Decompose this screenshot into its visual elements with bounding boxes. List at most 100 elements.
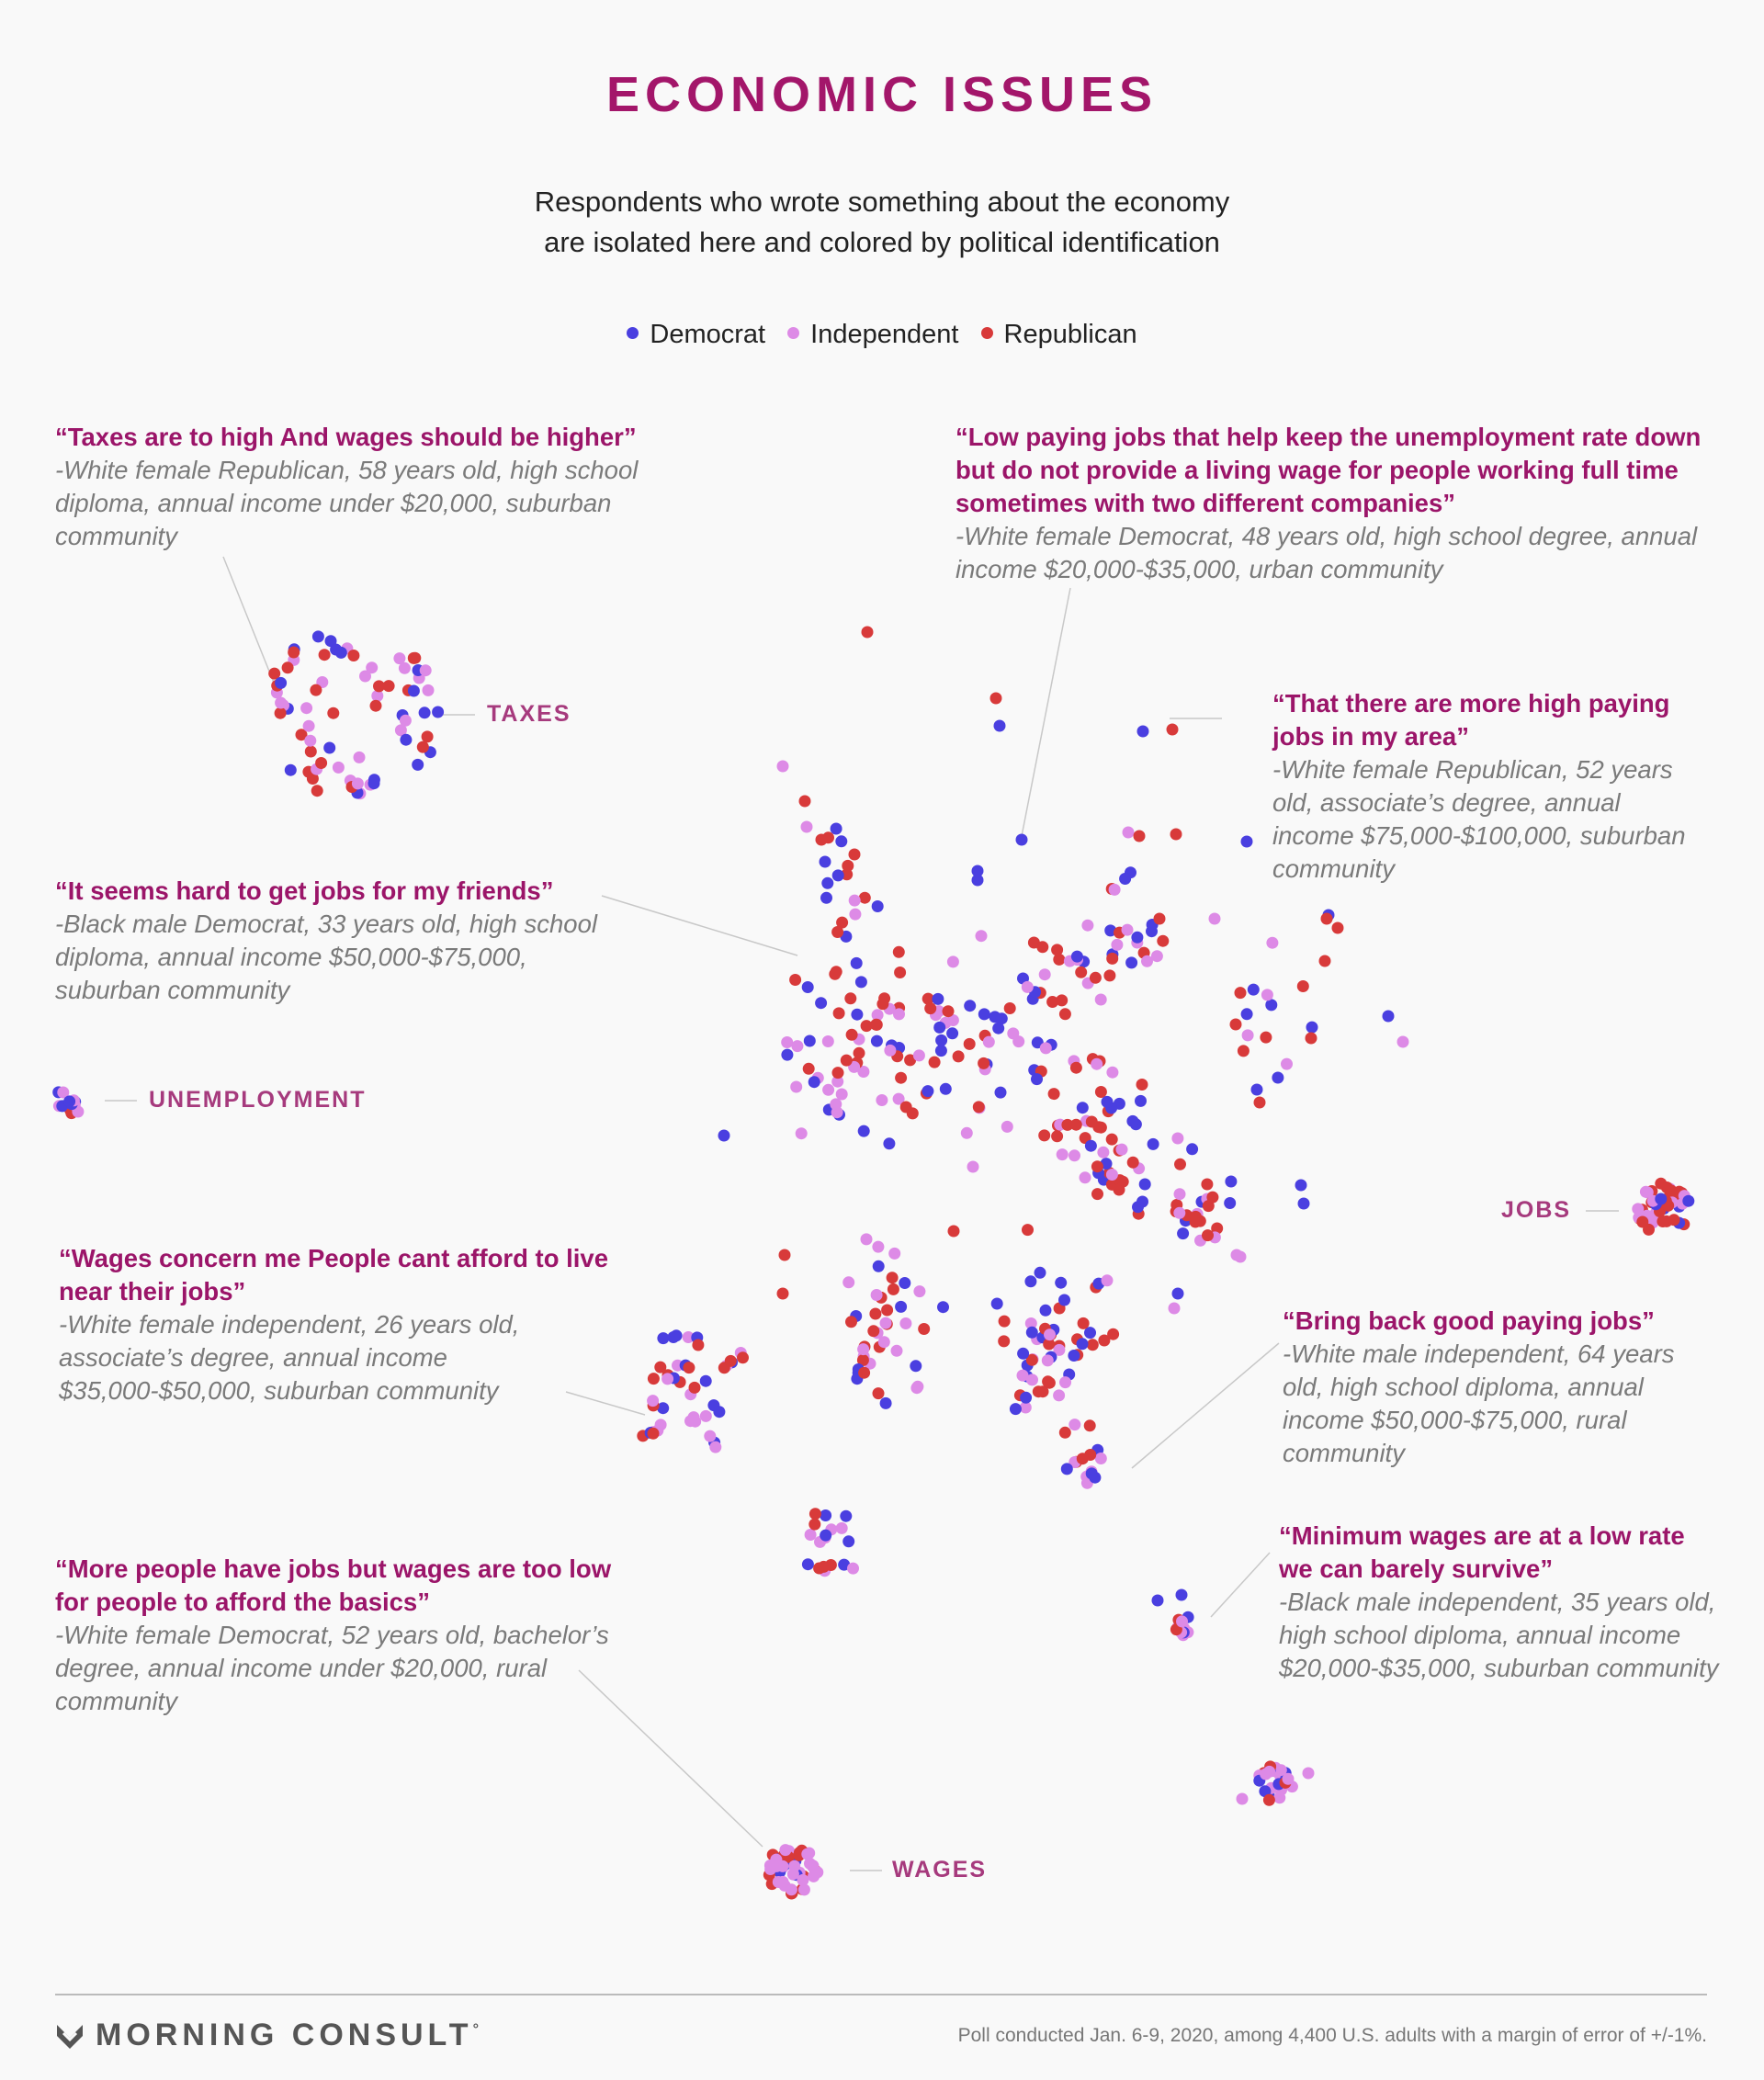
scatter-point-independent [654,1419,667,1431]
scatter-point-democrat [412,758,424,771]
scatter-point-independent [359,670,371,683]
quote-attribution: -White male independent, 64 years old, h… [1283,1340,1675,1467]
scatter-point-republican [858,891,871,904]
scatter-point-republican [281,661,294,674]
scatter-point-independent [870,1289,883,1301]
scatter-point-independent [1044,1328,1056,1341]
scatter-point-democrat [1265,999,1278,1012]
scatter-point-democrat [872,1260,885,1272]
scatter-point-democrat [718,1129,730,1142]
scatter-point-independent [1168,1302,1181,1315]
scatter-point-independent [398,661,411,674]
scatter-point-republican [1025,1353,1038,1366]
scatter-point-republican [1046,996,1059,1008]
scatter-point-republican [1157,934,1170,947]
scatter-point-republican [1320,912,1333,925]
scatter-point-republican [683,1362,695,1374]
scatter-point-independent [857,1066,870,1078]
cluster-label-jobs: JOBS [1501,1197,1572,1223]
scatter-point-democrat [1138,1178,1151,1191]
scatter-point-republican [906,1107,919,1120]
scatter-point-republican [1153,912,1166,925]
scatter-point-independent [1234,1250,1247,1263]
scatter-point-democrat [1682,1194,1695,1207]
scatter-point-independent [1302,1767,1315,1780]
scatter-point-democrat [1186,1143,1199,1156]
scatter-point-independent [884,1044,897,1057]
scatter-point-democrat [1224,1197,1237,1209]
scatter-point-republican [860,1020,873,1033]
scatter-point-independent [822,1083,835,1096]
scatter-point-republican [858,1366,871,1379]
scatter-point-democrat [899,1277,911,1289]
scatter-point-republican [1237,1045,1250,1057]
scatter-point-democrat [667,1331,680,1343]
scatter-point-independent [1016,1369,1029,1382]
scatter-point-republican [818,1560,830,1573]
scatter-point-democrat [1039,1304,1052,1317]
scatter-point-republican [1103,969,1116,982]
scatter-point-republican [808,1508,821,1520]
scatter-point-republican [989,692,1002,705]
leader-line-low-paying-quote [1021,587,1071,837]
legend-item-independent: Independent [787,320,958,350]
scatter-point-democrat [1017,1347,1030,1360]
scatter-point-independent [1176,1615,1188,1628]
scatter-point-independent [1171,1132,1184,1145]
scatter-point-republican [654,1361,667,1373]
scatter-point-republican [904,1054,917,1067]
scatter-point-republican [1260,1031,1272,1044]
scatter-point-democrat [820,1509,832,1521]
scatter-point-independent [1024,1317,1037,1329]
scatter-point-republican [972,1101,985,1113]
scatter-point-democrat [820,891,832,904]
scatter-point-democrat [1225,1175,1238,1188]
scatter-point-independent [1079,1171,1091,1184]
scatter-point-democrat [992,1022,1005,1034]
scatter-point-independent [797,1883,810,1896]
scatter-point-democrat [284,763,297,776]
scatter-point-republican [416,740,429,753]
scatter-point-democrat [879,1396,892,1409]
scatter-point-republican [1091,1160,1103,1173]
scatter-point-independent [781,1036,794,1048]
scatter-point-democrat [994,1086,1007,1099]
quote-attribution: -Black male Democrat, 33 years old, high… [55,910,597,1004]
scatter-point-democrat [895,1300,908,1313]
scatter-point-independent [982,1035,995,1048]
scatter-point-independent [879,1317,892,1329]
scatter-point-republican [1077,1317,1090,1329]
scatter-point-democrat [418,707,431,719]
scatter-point-independent [791,1040,804,1053]
scatter-point-republican [288,646,300,659]
scatter-point-republican [1166,723,1179,736]
scatter-point-republican [1668,1214,1680,1227]
leader-line-wages-concern-quote [565,1391,646,1416]
scatter-point-independent [682,1331,695,1343]
scatter-point-republican [1105,1133,1118,1146]
scatter-point-independent [831,1075,844,1088]
scatter-point-republican [369,699,382,712]
scatter-point-democrat [1031,1073,1043,1086]
scatter-point-democrat [1085,1467,1098,1480]
scatter-point-independent [967,1160,979,1173]
scatter-point-republican [347,650,360,661]
scatter-point-independent [899,1317,912,1329]
scatter-point-republican [373,680,385,693]
scatter-point-democrat [311,630,324,643]
scatter-point-democrat [1060,1463,1073,1475]
scatter-point-democrat [1020,1391,1033,1404]
scatter-point-independent [772,1876,785,1888]
scatter-point-republican [845,1028,858,1041]
scatter-point-republican [830,966,842,978]
scatter-point-republican [318,649,331,661]
scatter-point-democrat [815,997,828,1010]
scatter-point-republican [1113,1183,1125,1196]
scatter-point-independent [1038,968,1051,981]
quote-text: “More people have jobs but wages are too… [55,1554,612,1616]
scatter-point-independent [1261,989,1273,1001]
scatter-point-democrat [850,956,863,969]
scatter-point-democrat [819,855,831,868]
scatter-point-democrat [803,1034,816,1047]
scatter-point-independent [912,1049,925,1062]
